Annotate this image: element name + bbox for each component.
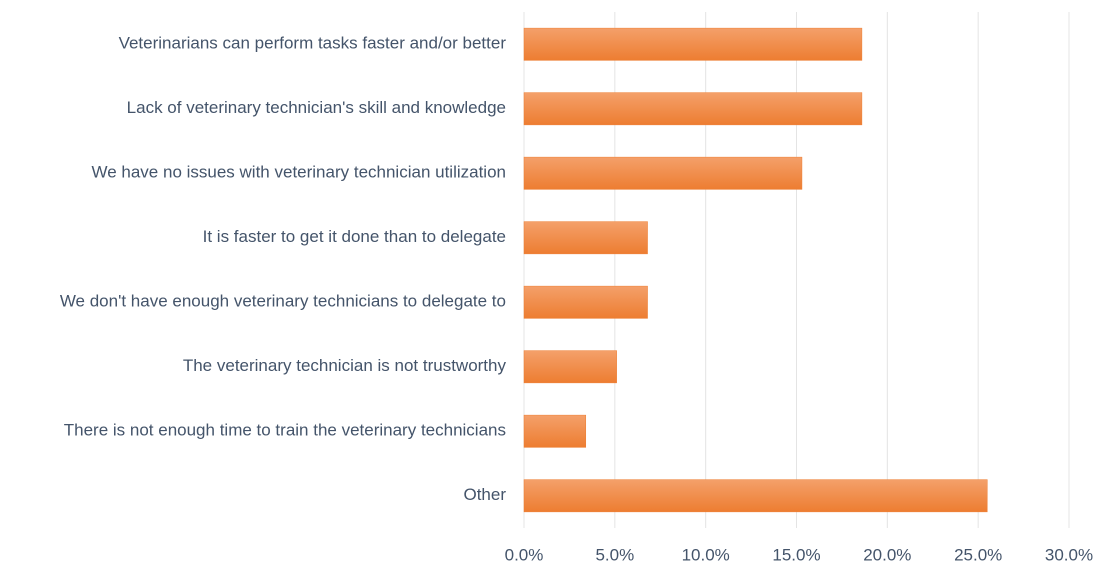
y-tick-label: Other bbox=[463, 485, 506, 504]
x-tick-label: 5.0% bbox=[595, 545, 634, 563]
bar bbox=[523, 92, 863, 126]
y-tick-label: Veterinarians can perform tasks faster a… bbox=[119, 34, 507, 53]
bar bbox=[523, 156, 803, 190]
bar bbox=[523, 221, 648, 255]
x-tick-label: 10.0% bbox=[682, 545, 730, 563]
bar bbox=[523, 27, 863, 61]
y-tick-label: There is not enough time to train the ve… bbox=[64, 421, 506, 440]
y-tick-label: It is faster to get it done than to dele… bbox=[203, 227, 506, 246]
x-tick-label: 20.0% bbox=[863, 545, 911, 563]
x-tick-label: 30.0% bbox=[1045, 545, 1093, 563]
y-tick-label: Lack of veterinary technician's skill an… bbox=[127, 98, 506, 117]
bar bbox=[523, 350, 617, 384]
y-tick-label: We have no issues with veterinary techni… bbox=[91, 163, 506, 182]
bar bbox=[523, 285, 648, 319]
bar bbox=[523, 479, 988, 513]
bar bbox=[523, 414, 587, 448]
y-tick-label: The veterinary technician is not trustwo… bbox=[183, 356, 507, 375]
x-tick-label: 0.0% bbox=[505, 545, 544, 563]
x-tick-label: 25.0% bbox=[954, 545, 1002, 563]
x-tick-label: 15.0% bbox=[772, 545, 820, 563]
y-tick-label: We don't have enough veterinary technici… bbox=[60, 292, 506, 311]
